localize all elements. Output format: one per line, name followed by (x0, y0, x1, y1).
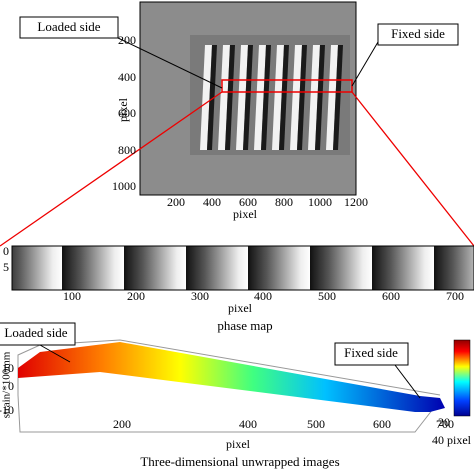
surface (18, 342, 445, 412)
fringe (297, 45, 307, 150)
fixed-label: Fixed side (391, 26, 445, 41)
x-tick-label: 300 (191, 289, 209, 303)
y-tick-label: 200 (118, 33, 136, 47)
fringe (236, 45, 248, 150)
y-tick-label: 800 (118, 143, 136, 157)
x-tick-label: 100 (63, 289, 81, 303)
x-tick-label: 400 (254, 289, 272, 303)
y-tick-label: 1000 (112, 179, 136, 193)
fringe (261, 45, 271, 150)
pointer (39, 344, 71, 363)
speckle-image (140, 2, 356, 195)
fringe (243, 45, 253, 150)
pointer (351, 41, 379, 87)
label-box (0, 322, 76, 346)
x-tick-label: 700 (446, 289, 464, 303)
zoom-line (0, 91, 223, 247)
z-axis-label: strain/*100mm (1, 351, 13, 418)
y-tick-label: 400 (118, 70, 136, 84)
colorbar (453, 339, 471, 417)
fringe (333, 45, 343, 150)
y-tick-label: 5 (3, 260, 9, 274)
x-tick-label: 400 (203, 195, 221, 209)
fringe (218, 45, 230, 150)
z-tick-label: 0 (8, 379, 14, 393)
x-tick-label: 500 (318, 289, 336, 303)
y-tick-label: 0 (3, 244, 9, 258)
y-tick-label: 600 (118, 106, 136, 120)
x-tick-label: 500 (307, 417, 325, 431)
z-tick-label: 10 (2, 361, 14, 375)
label-box (19, 16, 119, 39)
caption: Three-dimensional unwrapped images (140, 454, 339, 469)
x-tick-label: 1000 (308, 195, 332, 209)
strip-frame (11, 245, 474, 291)
pointer (394, 364, 421, 399)
x-tick-label: 200 (113, 417, 131, 431)
x-axis-label: pixel (228, 301, 253, 315)
x-tick-label: 200 (167, 195, 185, 209)
z-tick-label: -10 (0, 403, 14, 417)
fringe (308, 45, 320, 150)
x-axis-label: pixel (226, 437, 251, 451)
fringe (290, 45, 302, 150)
label-box (377, 23, 459, 46)
fixed-label: Fixed side (344, 345, 398, 360)
axis-box (17, 394, 441, 433)
pointer (117, 37, 223, 89)
x-tick-label: 1200 (344, 195, 368, 209)
fringe (254, 45, 266, 150)
depth-tick: 20 (438, 415, 450, 429)
x-tick-label: 600 (382, 289, 400, 303)
label-box (334, 342, 409, 366)
loaded-label: Loaded side (37, 19, 100, 34)
fringe (315, 45, 325, 150)
fringe (326, 45, 338, 150)
fringe (225, 45, 235, 150)
phase-strip (12, 246, 474, 290)
fringe (279, 45, 289, 150)
x-tick-label: 700 (436, 417, 454, 431)
zoom-line (351, 91, 474, 247)
x-tick-label: 800 (275, 195, 293, 209)
x-tick-label: 200 (127, 289, 145, 303)
depth-tick: 40 pixel (432, 433, 472, 447)
x-axis-label: pixel (233, 207, 258, 221)
image-frame (139, 1, 357, 196)
y-axis-label: pixel (116, 97, 130, 122)
loaded-label: Loaded side (4, 325, 67, 340)
fringe (207, 45, 217, 150)
x-tick-label: 600 (239, 195, 257, 209)
x-tick-label: 600 (373, 417, 391, 431)
caption: phase map (217, 318, 272, 333)
x-tick-label: 400 (239, 417, 257, 431)
fringe (200, 45, 212, 150)
fringe (272, 45, 284, 150)
